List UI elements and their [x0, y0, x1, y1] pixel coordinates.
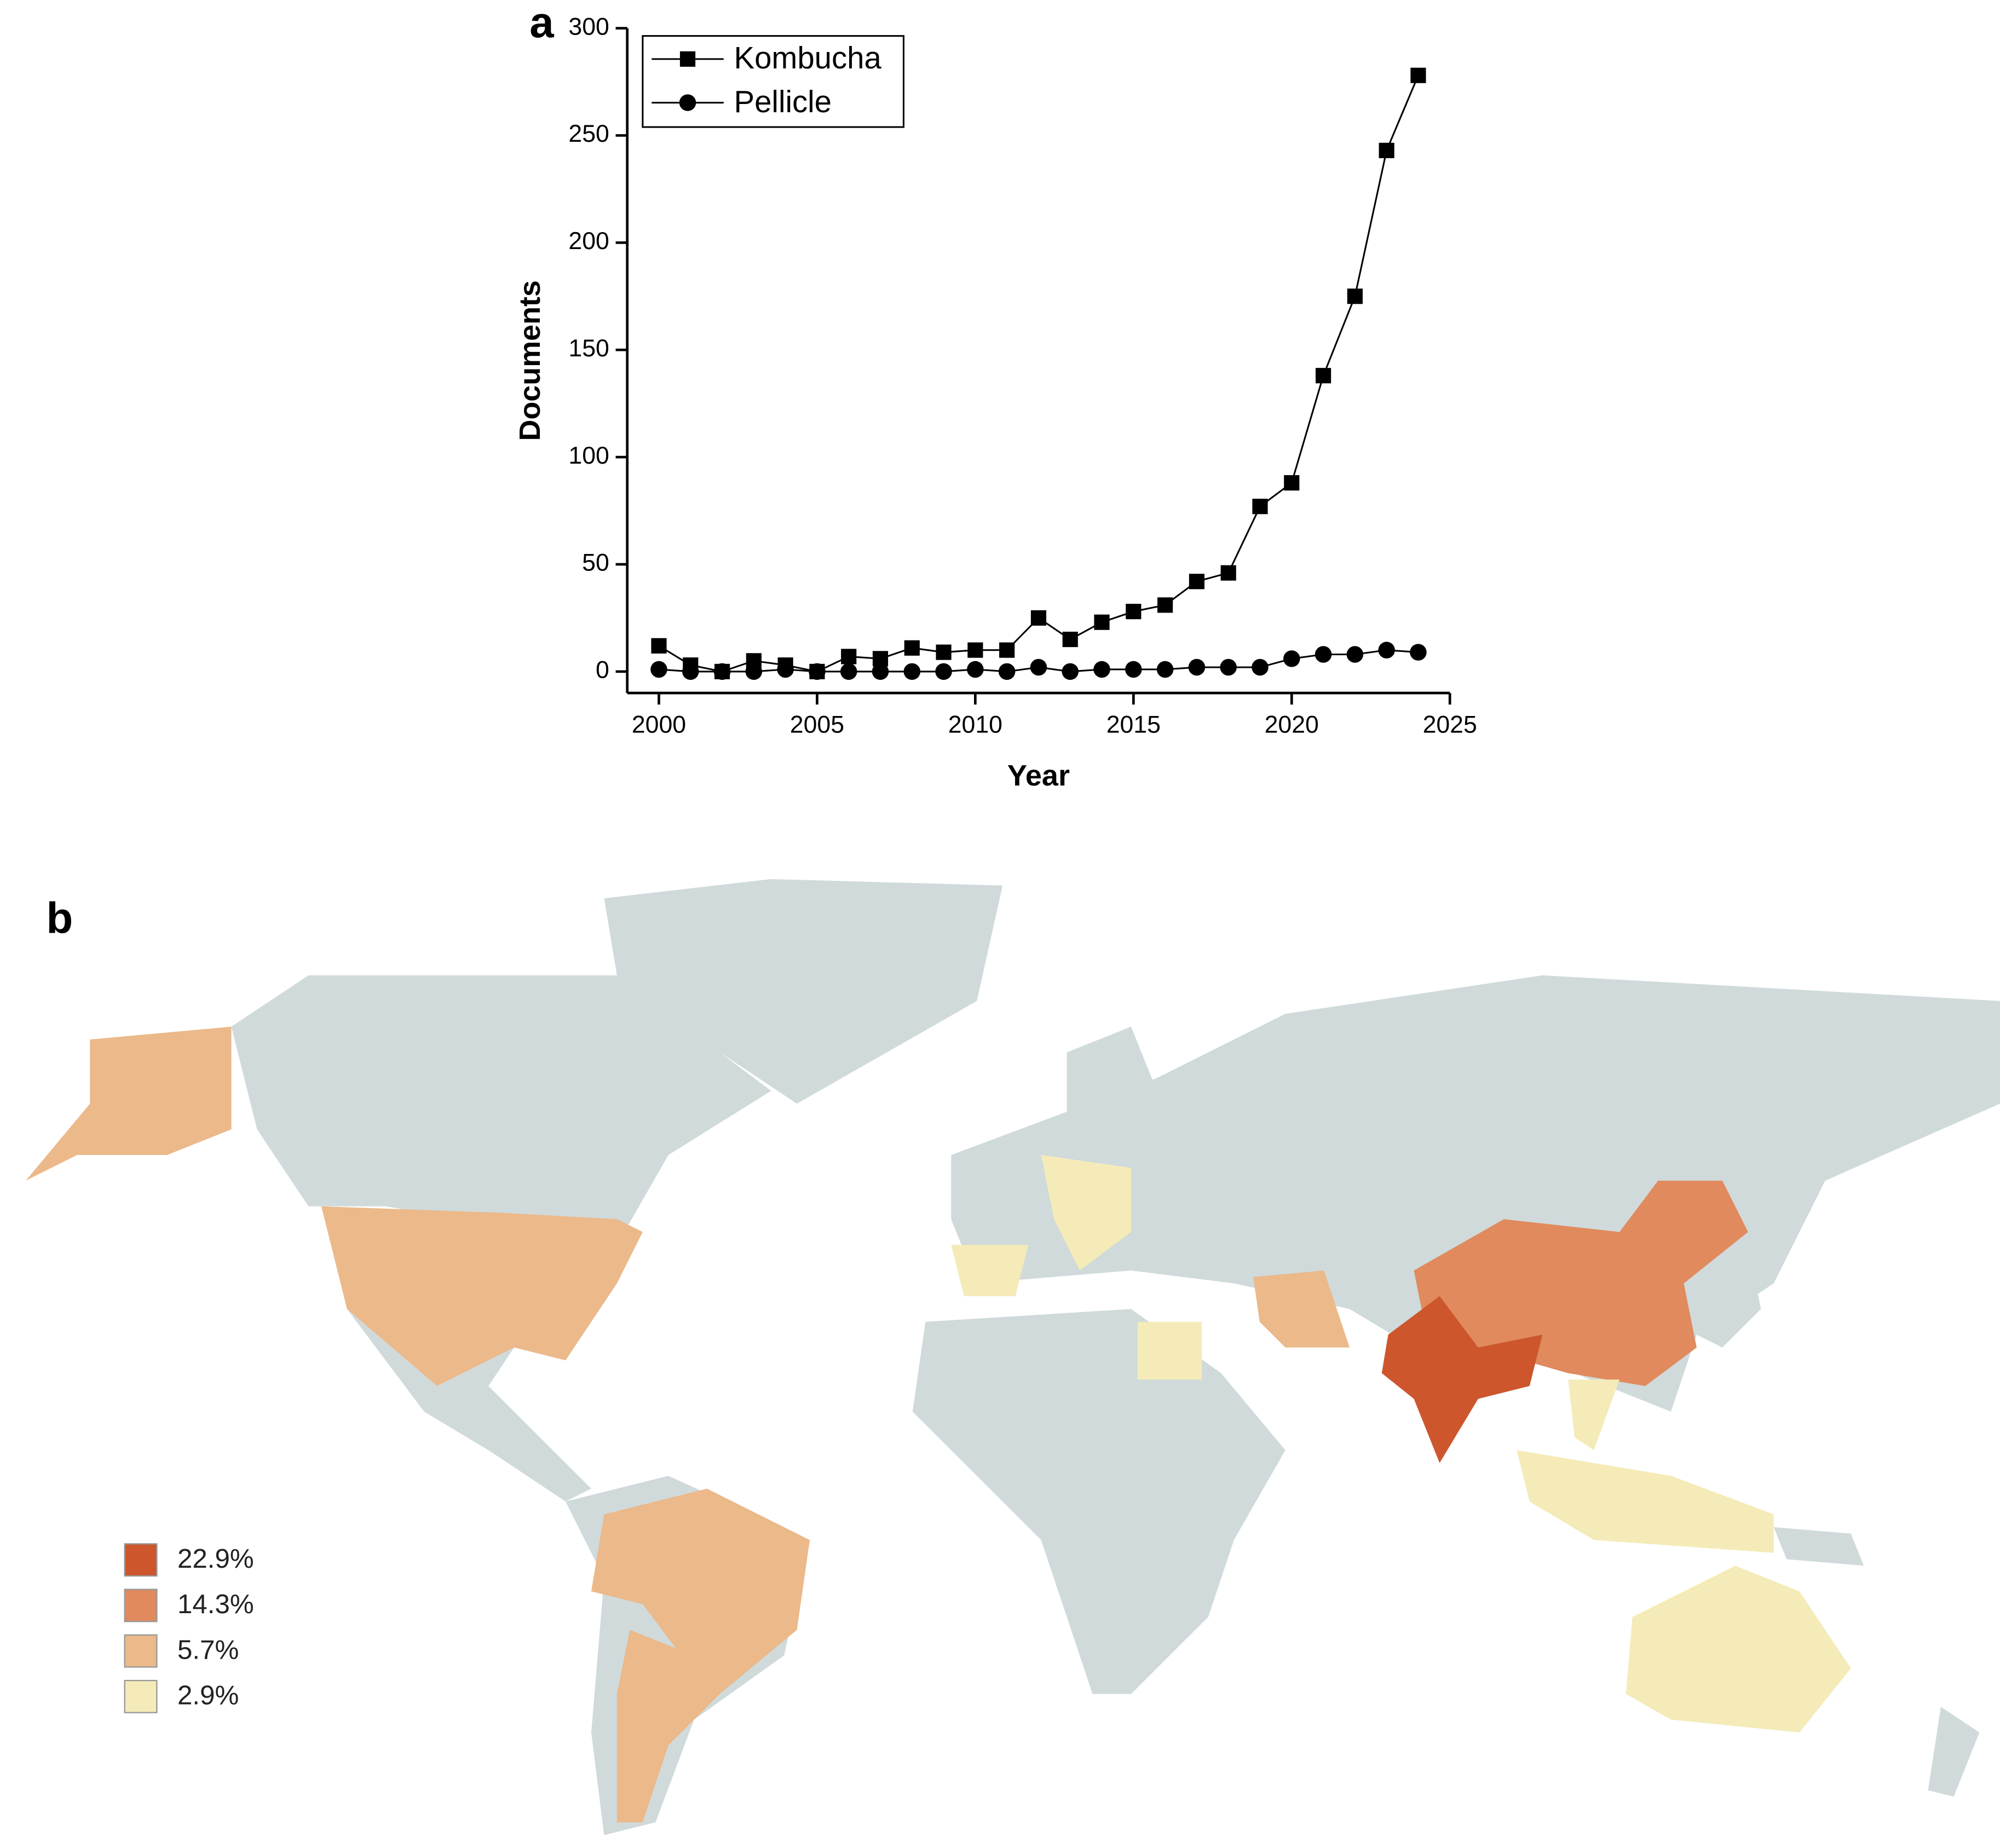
y-tick-label: 250	[568, 120, 609, 147]
country	[616, 1630, 720, 1823]
marker	[1410, 67, 1426, 83]
legend-label: 14.3%	[177, 1589, 254, 1619]
marker	[903, 663, 921, 680]
marker	[999, 642, 1015, 658]
y-axis-title: Documents	[514, 280, 546, 441]
marker	[1156, 661, 1174, 678]
country	[1517, 1450, 1774, 1553]
marker	[1220, 659, 1237, 676]
marker	[1062, 663, 1079, 680]
land	[1067, 1026, 1157, 1130]
marker	[1315, 368, 1332, 384]
marker	[1030, 610, 1047, 626]
panel-label: a	[529, 0, 554, 47]
marker	[967, 661, 984, 678]
marker	[679, 51, 696, 67]
y-tick-label: 200	[568, 228, 609, 255]
country	[591, 1488, 810, 1694]
marker	[1093, 661, 1110, 678]
marker	[1252, 659, 1269, 676]
legend-label: 5.7%	[177, 1635, 239, 1665]
x-tick-label: 2010	[948, 712, 1002, 738]
marker	[1094, 614, 1110, 630]
marker	[1126, 604, 1142, 620]
marker	[745, 663, 763, 680]
land	[604, 879, 1003, 1104]
land	[231, 975, 771, 1245]
land	[1928, 1707, 1980, 1797]
land	[1773, 1527, 1864, 1566]
legend-label: Pellicle	[734, 84, 832, 119]
legend-label: Kombucha	[734, 41, 882, 75]
marker	[1252, 499, 1268, 515]
marker	[1189, 574, 1204, 590]
x-axis-title: Year	[1007, 759, 1070, 792]
series-line	[658, 75, 1419, 673]
marker	[936, 644, 952, 660]
legend-label: 2.9%	[177, 1680, 239, 1711]
marker	[840, 663, 857, 680]
marker	[1220, 565, 1236, 581]
country	[1568, 1379, 1620, 1451]
legend-swatch	[124, 1634, 158, 1668]
country	[1041, 1155, 1131, 1270]
world-map	[25, 879, 2000, 1835]
marker	[841, 649, 857, 665]
country	[25, 1026, 232, 1181]
country	[1137, 1321, 1202, 1380]
legend-swatch	[124, 1543, 158, 1577]
marker	[1379, 142, 1394, 158]
legend-swatch	[124, 1589, 158, 1622]
panel-label: b	[47, 893, 73, 942]
x-tick-label: 2025	[1423, 712, 1477, 738]
marker	[1284, 475, 1300, 491]
marker	[651, 638, 667, 654]
marker	[1346, 646, 1364, 663]
marker	[777, 661, 794, 678]
marker	[967, 642, 983, 658]
marker	[998, 663, 1016, 680]
country	[1414, 1180, 1748, 1386]
x-tick-label: 2005	[790, 712, 844, 738]
y-tick-label: 300	[568, 13, 609, 40]
marker	[1030, 659, 1047, 676]
marker	[1378, 642, 1395, 659]
y-tick-label: 50	[582, 550, 609, 576]
country	[321, 1206, 643, 1386]
marker	[809, 663, 826, 680]
marker	[1188, 659, 1206, 676]
legend-box	[642, 35, 904, 128]
x-tick-label: 2000	[632, 712, 686, 738]
marker	[1062, 631, 1078, 648]
country	[1253, 1270, 1350, 1348]
land	[1696, 1245, 1761, 1348]
x-tick-label: 2015	[1106, 712, 1161, 738]
land	[347, 1309, 591, 1502]
marker	[1315, 646, 1332, 663]
legend-label: 22.9%	[177, 1544, 254, 1574]
marker	[935, 663, 952, 680]
y-tick-label: 100	[568, 442, 609, 469]
country	[951, 1245, 1029, 1296]
land	[912, 1309, 1286, 1694]
marker	[1410, 644, 1427, 661]
marker	[682, 663, 699, 680]
marker	[1157, 597, 1173, 613]
country	[1626, 1566, 1851, 1733]
marker	[713, 663, 731, 680]
x-tick-label: 2020	[1265, 712, 1319, 738]
y-tick-label: 0	[596, 657, 609, 684]
legend-swatch	[124, 1679, 158, 1713]
marker	[1347, 288, 1363, 304]
y-tick-label: 150	[568, 335, 609, 362]
marker	[872, 663, 889, 680]
marker	[1283, 650, 1300, 667]
marker	[1125, 661, 1142, 678]
marker	[650, 661, 667, 678]
marker	[904, 640, 920, 656]
marker	[679, 94, 696, 111]
country	[1381, 1296, 1543, 1463]
